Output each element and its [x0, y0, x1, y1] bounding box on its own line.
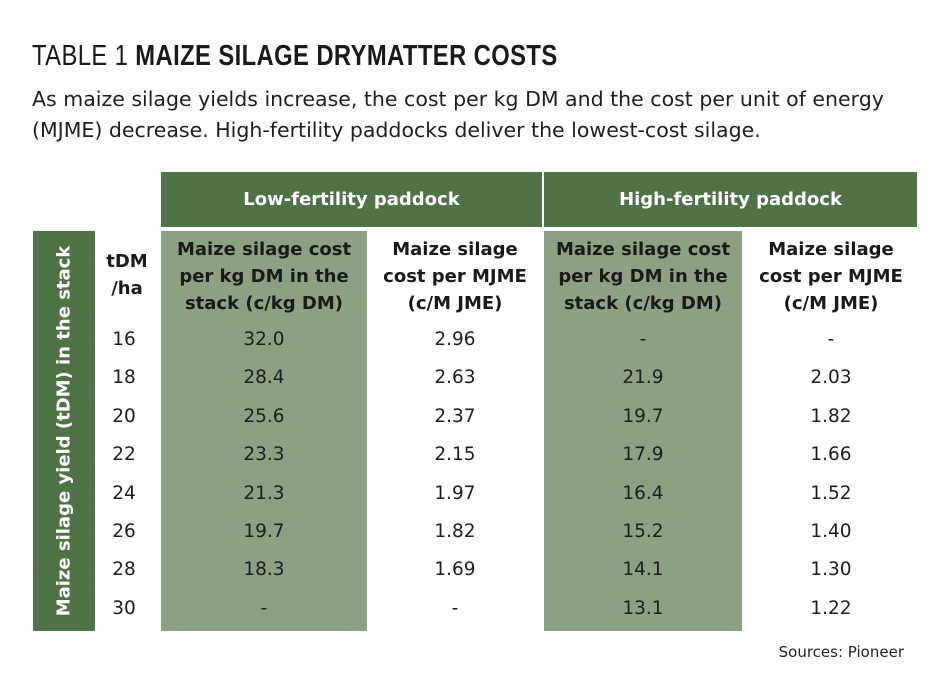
cell-tdm: 18 [112, 367, 136, 389]
cell-tdm: 26 [112, 521, 136, 542]
low-kg-column-band [161, 231, 367, 631]
cell-low-mjme: 2.96 [434, 329, 476, 350]
cell-high-mjme: - [827, 329, 835, 350]
cell-low-kg: 25.6 [243, 405, 285, 427]
cell-high-kg: 16.4 [622, 482, 664, 504]
cell-high-mjme: 2.03 [810, 367, 852, 389]
cell-low-kg: 32.0 [243, 329, 285, 350]
cell-high-kg: 21.9 [622, 367, 664, 389]
cell-tdm: 28 [112, 559, 136, 581]
cell-high-mjme: 1.22 [810, 597, 852, 619]
cell-low-kg: 19.7 [243, 521, 285, 542]
cell-low-kg: 18.3 [243, 559, 285, 581]
cell-low-kg: 21.3 [243, 482, 285, 504]
high-fertility-header: High-fertility paddock [544, 172, 917, 227]
cell-high-kg: 14.1 [622, 559, 664, 581]
cell-tdm: 24 [112, 482, 136, 504]
yield-axis-bar [33, 231, 95, 631]
cell-low-mjme: - [451, 597, 459, 619]
cell-high-kg: 13.1 [622, 597, 664, 619]
cell-low-mjme: 1.97 [434, 482, 476, 504]
cell-high-kg: 19.7 [622, 405, 664, 427]
cell-tdm: 20 [112, 405, 136, 427]
cell-low-mjme: 2.37 [434, 405, 476, 427]
cell-tdm: 22 [112, 444, 136, 466]
yield-axis-label: Maize silage yield (tDM) in the stack [53, 245, 75, 617]
table-title: TABLE 1 MAIZE SILAGE DRYMATTER COSTS [32, 38, 558, 74]
cell-low-mjme: 1.69 [434, 559, 476, 581]
cell-low-kg: 23.3 [243, 444, 285, 466]
cell-high-kg: 17.9 [622, 444, 664, 466]
cell-low-mjme: 1.82 [434, 521, 476, 542]
low-kg-header: Maize silage cost per kg DM in the stack… [176, 239, 352, 314]
cell-high-mjme: 1.40 [810, 521, 852, 542]
high-kg-header: Maize silage cost per kg DM in the stack… [555, 239, 731, 314]
cell-low-mjme: 2.63 [434, 367, 476, 389]
low-mjme-header: Maize silage cost per MJME (c/M JME) [383, 239, 527, 314]
cell-tdm: 16 [112, 329, 136, 350]
cell-high-kg: 15.2 [622, 521, 664, 542]
cell-high-mjme: 1.30 [810, 559, 852, 581]
table-title-main: MAIZE SILAGE DRYMATTER COSTS [135, 40, 558, 72]
cell-low-kg: 28.4 [243, 367, 285, 389]
cell-tdm: 30 [112, 597, 136, 619]
sources-note: Sources: Pioneer [778, 643, 904, 661]
cell-high-mjme: 1.66 [810, 444, 852, 466]
cell-low-kg: - [260, 597, 268, 619]
table-subtitle: As maize silage yields increase, the cos… [32, 87, 884, 142]
yield-column-header: tDM /ha [106, 251, 148, 299]
high-mjme-header: Maize silage cost per MJME (c/M JME) [759, 239, 903, 314]
cell-high-mjme: 1.52 [810, 482, 852, 504]
cell-low-mjme: 2.15 [434, 444, 476, 466]
table-title-prefix: TABLE 1 [32, 40, 136, 72]
cell-high-mjme: 1.82 [810, 405, 852, 427]
high-kg-column-band [544, 231, 742, 631]
low-fertility-header: Low-fertility paddock [161, 172, 542, 227]
cell-high-kg: - [639, 329, 647, 350]
